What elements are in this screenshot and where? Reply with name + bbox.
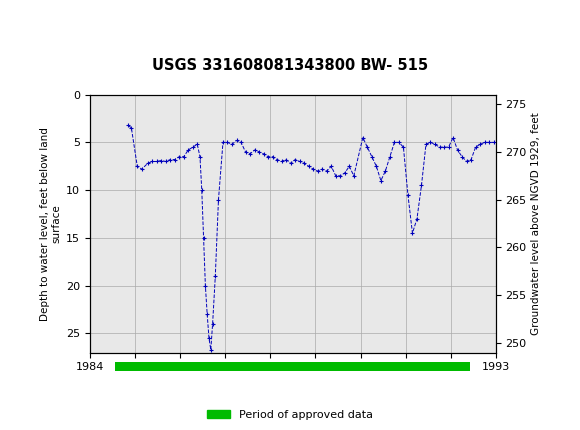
Y-axis label: Depth to water level, feet below land
surface: Depth to water level, feet below land su… xyxy=(40,127,62,320)
Bar xyxy=(115,362,470,371)
Text: USGS: USGS xyxy=(44,12,90,27)
Legend: Period of approved data: Period of approved data xyxy=(203,405,377,424)
Y-axis label: Groundwater level above NGVD 1929, feet: Groundwater level above NGVD 1929, feet xyxy=(531,112,541,335)
Text: USGS 331608081343800 BW- 515: USGS 331608081343800 BW- 515 xyxy=(152,58,428,73)
